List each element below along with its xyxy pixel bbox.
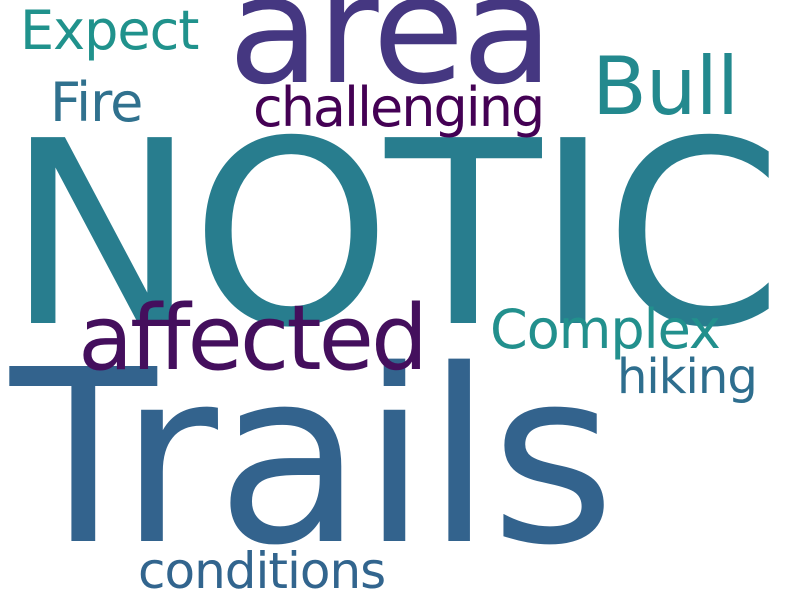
word-area: area [228, 0, 553, 118]
word-trails: Trails [10, 318, 615, 598]
word-challenging: challenging [253, 76, 545, 139]
word-bull: Bull [592, 40, 739, 133]
word-notice: NOTICE [6, 87, 800, 384]
word-expect: Expect [20, 0, 199, 62]
word-complex: Complex [490, 298, 721, 361]
word-affected: affected [78, 286, 428, 391]
word-fire: Fire [50, 71, 143, 134]
word-hiking: hiking [617, 349, 758, 405]
word-conditions: conditions [138, 542, 386, 600]
